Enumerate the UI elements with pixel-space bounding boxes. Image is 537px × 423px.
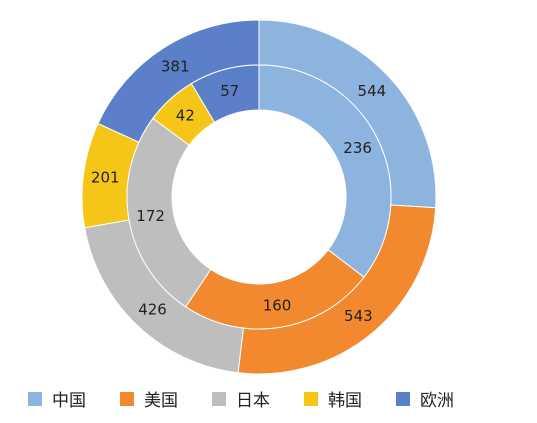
inner-label-europe: 57: [220, 82, 239, 100]
outer-label-japan: 426: [138, 301, 167, 319]
inner-label-usa: 160: [263, 297, 292, 315]
legend-label: 欧洲: [420, 391, 454, 411]
legend-swatch: [28, 391, 42, 406]
legend-item-japan: 日本: [212, 386, 270, 411]
legend-swatch: [304, 391, 318, 406]
legend-item-usa: 美国: [120, 386, 178, 411]
donut-chart: 544 543 426 201 381 236 160 172 42 57: [81, 19, 437, 375]
legend-item-korea: 韩国: [304, 386, 362, 411]
legend-swatch: [212, 391, 226, 406]
outer-label-usa: 543: [344, 307, 373, 325]
inner-slice-europe: [190, 64, 260, 123]
inner-label-japan: 172: [136, 207, 165, 225]
legend-swatch: [396, 391, 410, 406]
legend-item-china: 中国: [28, 386, 86, 411]
legend-label: 日本: [236, 391, 270, 411]
legend-swatch: [120, 391, 134, 406]
outer-label-china: 544: [358, 82, 387, 100]
legend-label: 中国: [52, 391, 86, 411]
legend: 中国 美国 日本 韩国 欧洲: [28, 386, 488, 411]
legend-label: 韩国: [328, 391, 362, 411]
data-labels: 544 543 426 201 381 236 160 172 42 57: [91, 58, 386, 325]
outer-label-europe: 381: [161, 58, 190, 76]
inner-ring: [126, 64, 392, 330]
legend-label: 美国: [144, 391, 178, 411]
outer-label-korea: 201: [91, 168, 120, 186]
inner-label-korea: 42: [176, 106, 195, 124]
inner-slice-china: [258, 64, 392, 278]
legend-item-europe: 欧洲: [396, 386, 454, 411]
inner-label-china: 236: [343, 139, 372, 157]
